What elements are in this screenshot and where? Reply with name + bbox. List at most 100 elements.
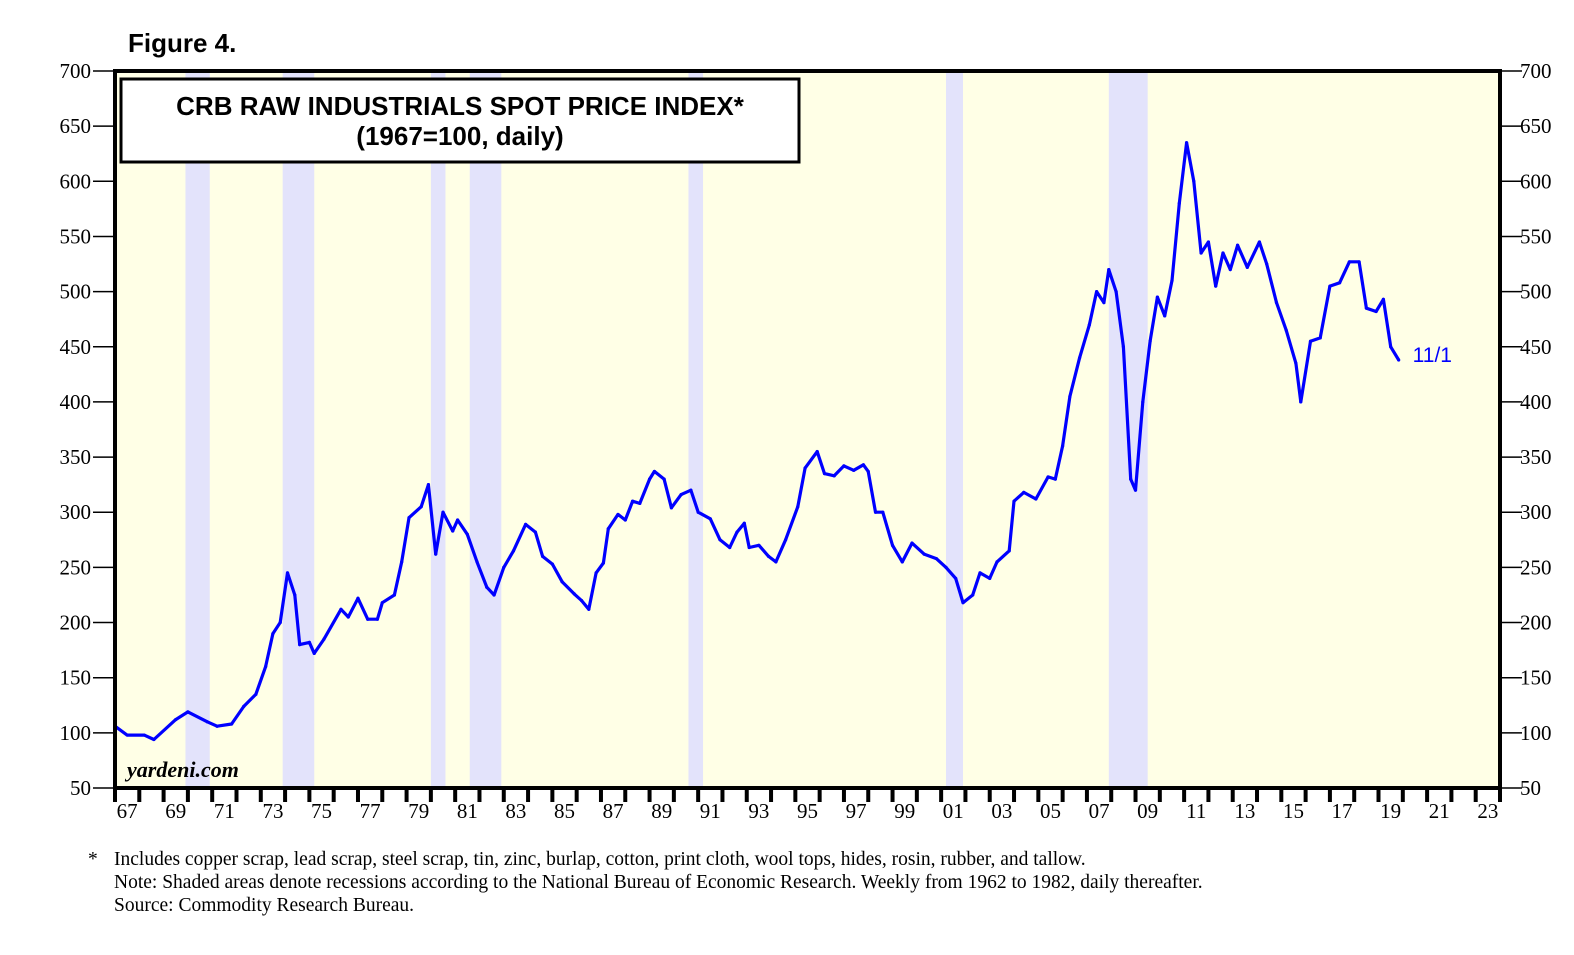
plot-background [115,71,1500,788]
data-point [1141,400,1145,404]
data-point [434,552,438,556]
data-point [922,552,926,556]
y-tick-label-left: 200 [60,611,92,635]
footnote-source: Source: Commodity Research Bureau. [114,895,415,916]
y-tick-label-left: 400 [60,390,92,414]
end-annotation-label: 11/1 [1413,344,1452,367]
x-tick-label: 09 [1137,799,1158,823]
y-tick-label-left: 50 [70,776,91,800]
data-point [419,505,423,509]
data-point [524,522,528,526]
data-point [407,516,411,520]
data-point [774,560,778,564]
y-tick-label-left: 550 [60,224,92,248]
data-point [572,592,576,596]
x-tick-label: 07 [1089,799,1110,823]
x-tick-label: 03 [991,799,1012,823]
recession-band [946,71,964,788]
x-tick-label: 91 [700,799,721,823]
data-point [322,637,326,641]
data-point [873,510,878,514]
data-point [662,477,666,481]
data-point [1107,267,1111,272]
data-point [1192,179,1196,183]
data-point [298,643,302,647]
data-point [803,466,807,470]
y-tick-label-left: 300 [60,500,92,524]
x-tick-label: 95 [797,799,818,823]
data-point [861,463,865,467]
y-tick-label-left: 500 [60,280,92,304]
data-point [242,704,246,708]
data-point [1068,394,1072,399]
recession-band [282,71,315,788]
data-point [285,571,290,575]
x-tick-label: 69 [165,799,186,823]
recession-band [469,71,502,788]
data-point [881,510,885,514]
y-tick-label-left: 600 [60,169,92,193]
y-tick-label-right: 300 [1520,500,1552,524]
data-point [1087,323,1091,327]
data-point [1245,265,1249,269]
data-point [978,571,982,575]
data-point [400,560,404,564]
x-tick-label: 19 [1380,799,1401,823]
data-point [186,710,190,714]
data-point [954,576,958,581]
data-point [728,545,732,550]
data-point [533,530,537,534]
x-axis: 67 69 71 73 75 77 79 81 83 85 87 89 91 93 95 97 99 01 03 05… [113,788,1502,823]
data-point [1095,290,1099,294]
data-point [1177,201,1181,205]
data-point [278,620,282,625]
data-point [815,449,819,454]
data-point [689,488,693,492]
data-point [492,593,496,597]
data-point [511,549,516,553]
data-point [718,538,722,542]
data-point [910,541,914,545]
data-point [669,506,674,510]
data-point [1022,490,1026,494]
data-point [866,469,870,474]
data-point [541,554,545,558]
data-point [560,580,564,584]
footnote-row: Note: Shaded areas denote recessions acc… [88,871,1203,894]
data-point [1381,297,1385,301]
data-point [1357,260,1361,264]
y-tick-label-left: 250 [60,555,92,579]
y-tick-label-right: 350 [1520,445,1552,469]
data-point [456,518,460,522]
x-tick-label: 83 [505,799,526,823]
data-point [852,468,856,472]
x-tick-label: 85 [554,799,575,823]
data-point [215,724,219,728]
data-point [961,601,965,605]
title-box-frame [119,77,801,164]
data-point [1221,251,1225,255]
x-tick-label: 67 [117,799,138,823]
y-tick-label-right: 450 [1520,335,1552,359]
y-tick-label-left: 150 [60,666,92,690]
x-tick-label: 75 [311,799,332,823]
data-point [1389,345,1393,349]
data-point [1155,295,1159,299]
data-point [426,483,431,487]
data-point [616,512,620,517]
data-point [601,561,605,565]
data-point [205,720,209,724]
data-point [594,571,598,575]
data-point [346,615,350,619]
data-point [1284,328,1288,332]
data-point [375,617,380,621]
x-tick-label: 01 [943,799,964,823]
data-point [1338,281,1342,285]
data-point [1078,356,1082,360]
y-tick-label-right: 650 [1520,114,1552,138]
data-point [995,560,999,564]
data-point [1257,240,1262,244]
x-tick-label: 23 [1477,799,1498,823]
data-point [550,562,554,566]
y-tick-label-right: 250 [1520,555,1552,579]
